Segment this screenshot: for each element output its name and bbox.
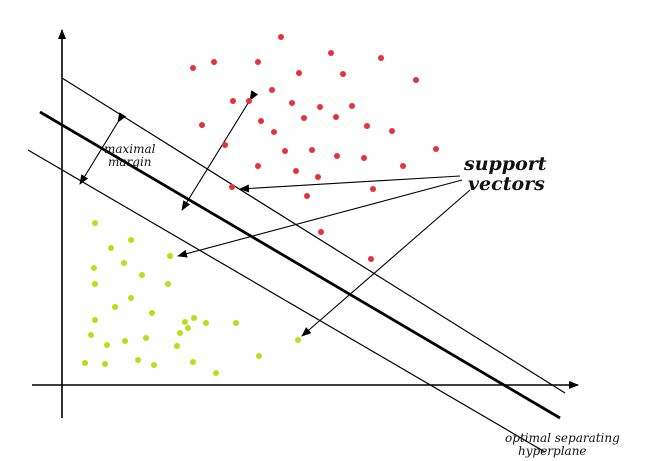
negative-class-point-11 bbox=[112, 304, 118, 310]
positive-class-point-21 bbox=[199, 122, 205, 128]
pointer-arrow-green-sv-upper bbox=[177, 179, 463, 258]
positive-class-point-3 bbox=[211, 59, 217, 65]
positive-class-points bbox=[190, 34, 439, 262]
labels: maximal margin support vectors optimal s… bbox=[104, 142, 620, 458]
positive-class-point-35 bbox=[304, 193, 310, 199]
positive-class-point-26 bbox=[334, 153, 340, 159]
negative-class-point-29 bbox=[151, 362, 157, 368]
negative-class-point-28 bbox=[135, 357, 141, 363]
positive-class-point-31 bbox=[229, 184, 235, 190]
hyperplane-lines bbox=[27, 77, 566, 453]
negative-class-point-13 bbox=[92, 317, 98, 323]
pointer-arrow-red-sv bbox=[239, 175, 461, 193]
positive-class-point-30 bbox=[293, 168, 299, 174]
negative-class-point-9 bbox=[165, 281, 171, 287]
support-vectors-label-line2: vectors bbox=[468, 173, 545, 195]
negative-class-point-5 bbox=[121, 260, 127, 266]
axes bbox=[32, 29, 579, 418]
negative-class-point-10 bbox=[128, 295, 134, 301]
upper-margin-line bbox=[61, 77, 566, 394]
negative-class-points bbox=[82, 220, 301, 376]
margin-arrow-left bbox=[79, 112, 127, 185]
positive-class-point-5 bbox=[328, 50, 334, 56]
lower-margin-line bbox=[27, 149, 546, 453]
positive-class-point-13 bbox=[289, 100, 295, 106]
positive-class-point-1 bbox=[278, 34, 284, 40]
negative-class-point-27 bbox=[102, 361, 108, 367]
positive-class-point-19 bbox=[364, 123, 370, 129]
negative-class-point-19 bbox=[88, 332, 94, 338]
positive-class-point-24 bbox=[282, 148, 288, 154]
negative-class-point-21 bbox=[143, 335, 149, 341]
positive-class-point-25 bbox=[309, 147, 315, 153]
negative-class-point-8 bbox=[92, 281, 98, 287]
positive-class-point-18 bbox=[333, 114, 339, 120]
positive-class-point-9 bbox=[413, 77, 419, 83]
positive-class-point-28 bbox=[433, 146, 439, 152]
margin-arrow-right bbox=[181, 90, 259, 211]
negative-class-point-30 bbox=[190, 359, 196, 365]
support-vectors-label-line1: support bbox=[463, 153, 547, 175]
positive-class-point-6 bbox=[378, 55, 384, 61]
positive-class-point-29 bbox=[255, 163, 261, 169]
positive-class-point-16 bbox=[258, 118, 264, 124]
negative-class-point-25 bbox=[295, 337, 301, 343]
positive-class-point-8 bbox=[340, 71, 346, 77]
positive-class-point-23 bbox=[222, 142, 228, 148]
positive-class-point-27 bbox=[361, 155, 367, 161]
positive-class-point-33 bbox=[400, 163, 406, 169]
negative-class-point-26 bbox=[82, 360, 88, 366]
negative-class-point-20 bbox=[122, 338, 128, 344]
negative-class-point-17 bbox=[203, 320, 209, 326]
negative-class-point-2 bbox=[128, 237, 134, 243]
negative-class-point-16 bbox=[185, 325, 191, 331]
negative-class-point-24 bbox=[174, 343, 180, 349]
negative-class-point-31 bbox=[213, 370, 219, 376]
negative-class-point-14 bbox=[182, 319, 188, 325]
negative-class-point-12 bbox=[149, 310, 155, 316]
negative-class-point-4 bbox=[108, 245, 114, 251]
positive-class-point-12 bbox=[246, 98, 252, 104]
negative-class-point-32 bbox=[256, 353, 262, 359]
positive-class-point-36 bbox=[318, 229, 324, 235]
positive-class-point-37 bbox=[368, 256, 374, 262]
positive-class-point-10 bbox=[269, 87, 275, 93]
positive-class-point-7 bbox=[296, 70, 302, 76]
negative-class-point-1 bbox=[92, 220, 98, 226]
negative-class-point-23 bbox=[104, 342, 110, 348]
hyperplane-label-line1: optimal separating bbox=[505, 431, 620, 445]
positive-class-point-15 bbox=[349, 103, 355, 109]
negative-class-point-3 bbox=[167, 253, 173, 259]
negative-class-point-7 bbox=[139, 272, 145, 278]
positive-class-point-20 bbox=[389, 128, 395, 134]
negative-class-point-15 bbox=[191, 315, 197, 321]
negative-class-point-18 bbox=[233, 320, 239, 326]
optimal-hyperplane-line bbox=[39, 110, 561, 420]
maximal-margin-label-line1: maximal bbox=[104, 142, 156, 156]
hyperplane-label-line2: hyperplane bbox=[518, 444, 587, 458]
positive-class-point-34 bbox=[370, 186, 376, 192]
negative-class-point-22 bbox=[177, 330, 183, 336]
positive-class-point-22 bbox=[271, 129, 277, 135]
positive-class-point-4 bbox=[255, 59, 261, 65]
negative-class-point-6 bbox=[91, 265, 97, 271]
pointer-arrow-green-sv-lower bbox=[301, 189, 471, 337]
positive-class-point-2 bbox=[190, 65, 196, 71]
maximal-margin-label-line2: margin bbox=[108, 155, 152, 169]
positive-class-point-14 bbox=[317, 104, 323, 110]
positive-class-point-11 bbox=[230, 98, 236, 104]
support-vector-arrows bbox=[177, 175, 471, 337]
positive-class-point-17 bbox=[301, 115, 307, 121]
positive-class-point-32 bbox=[315, 174, 321, 180]
margin-arrows bbox=[79, 90, 259, 211]
